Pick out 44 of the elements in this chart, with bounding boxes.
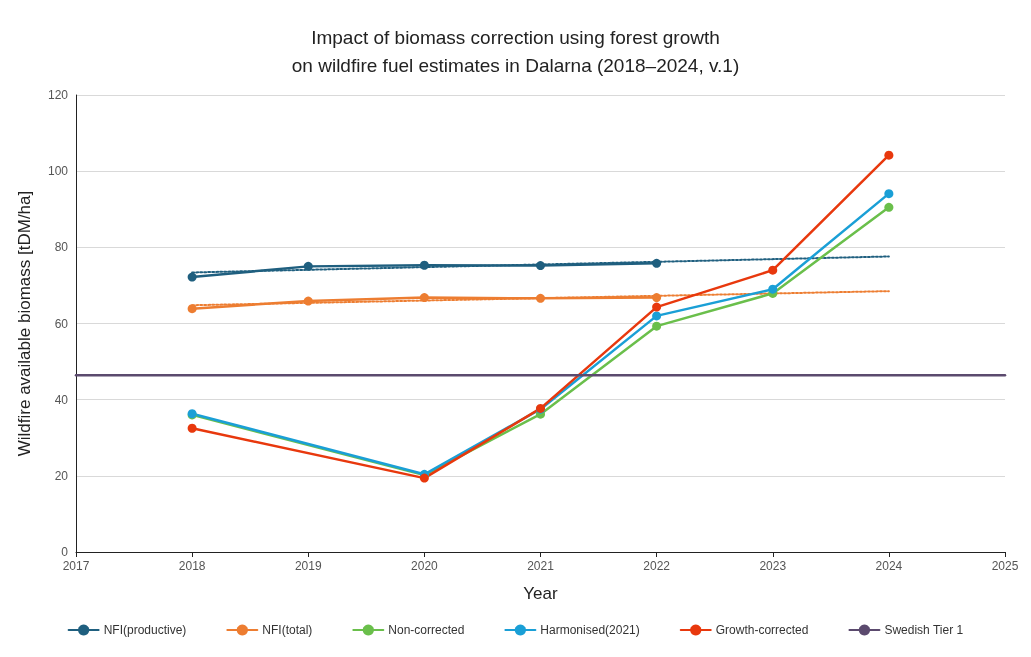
y-tick-label: 0	[61, 545, 69, 559]
x-tick-label: 2017	[62, 559, 90, 573]
legend-label: NFI(productive)	[103, 623, 187, 637]
x-tick-label: 2019	[294, 559, 322, 573]
legend-label: NFI(total)	[262, 623, 313, 637]
point	[884, 202, 894, 212]
y-tick-label: 60	[54, 316, 69, 331]
x-tick-label: 2023	[759, 559, 787, 573]
point	[187, 272, 197, 282]
y-tick-label: 120	[47, 88, 69, 102]
x-tick-label: 2018	[178, 559, 206, 573]
point	[884, 150, 894, 160]
point	[652, 258, 662, 268]
point	[303, 296, 313, 306]
chart-title: Impact of biomass correction using forest growth on wildfire fuel estimates in Dalarna (2018–2024, v.1)	[291, 26, 740, 76]
point	[303, 261, 313, 271]
x-axis-title: Year	[523, 584, 559, 603]
point	[768, 265, 778, 275]
x-tick-label: 2025	[991, 559, 1019, 573]
legend-label: Growth-corrected	[715, 623, 809, 637]
y-tick-label: 100	[47, 164, 69, 179]
x-tick-label: 2021	[527, 559, 555, 573]
point	[536, 293, 545, 303]
point	[419, 293, 429, 303]
point	[652, 321, 662, 331]
point	[187, 304, 197, 314]
point	[884, 189, 894, 199]
y-axis-title: Wildfire available biomass [tDM/ha]	[15, 190, 34, 457]
x-tick-label: 2024	[875, 559, 903, 573]
point	[536, 261, 545, 271]
point	[768, 284, 778, 294]
point	[187, 423, 197, 433]
y-tick-label: 80	[54, 240, 69, 255]
x-tick-label: 2022	[643, 559, 671, 573]
point	[652, 293, 662, 303]
legend-label: Harmonised(2021)	[540, 623, 640, 637]
point	[652, 302, 662, 312]
y-tick-label: 40	[54, 392, 69, 407]
legend-label: Swedish Tier 1	[884, 623, 964, 637]
legend-label: Non-corrected	[388, 623, 465, 637]
point	[652, 311, 662, 321]
point	[419, 260, 429, 270]
y-tick-label: 20	[54, 468, 69, 483]
x-tick-label: 2020	[411, 559, 439, 573]
